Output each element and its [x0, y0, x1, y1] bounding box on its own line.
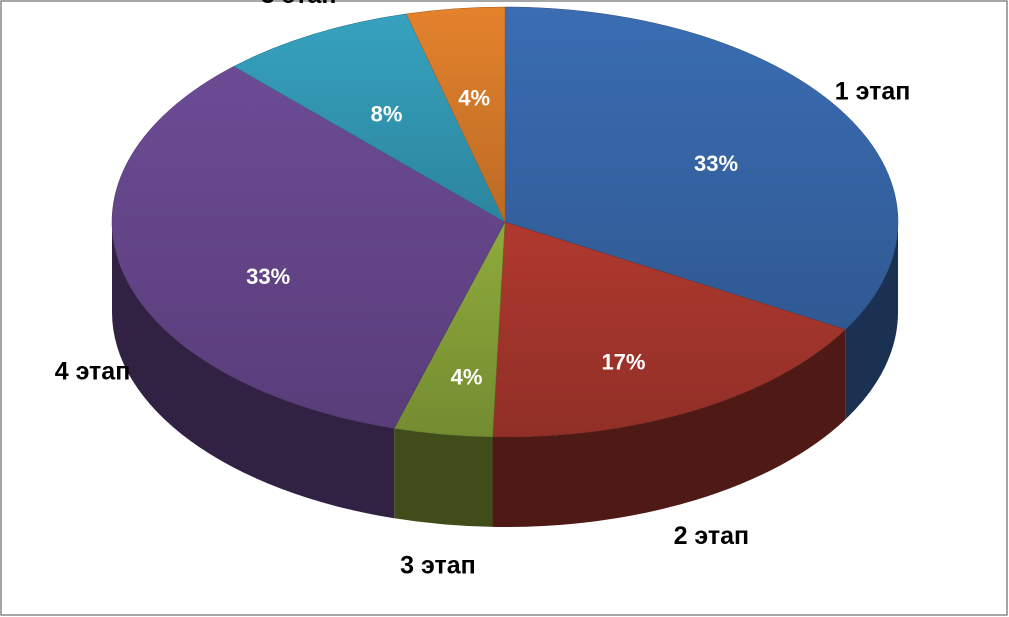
- data-label: 33%: [246, 264, 290, 289]
- data-label: 4%: [458, 86, 490, 111]
- pie-sides: [112, 222, 898, 527]
- data-label: 17%: [601, 349, 645, 374]
- category-label: 5 этап: [261, 0, 337, 9]
- slice: [504, 6, 899, 330]
- slice: [233, 13, 506, 223]
- data-label: 8%: [371, 101, 403, 126]
- slice-side: [845, 222, 898, 420]
- category-label: 3 этап: [400, 551, 476, 579]
- category-label: 1 этап: [835, 78, 911, 106]
- slice: [405, 6, 506, 223]
- slice-side: [112, 222, 395, 519]
- category-label: 4 этап: [55, 357, 131, 385]
- data-label: 4%: [451, 364, 483, 389]
- data-label: 33%: [694, 151, 738, 176]
- slice: [111, 66, 506, 429]
- pie-tops: [111, 6, 899, 438]
- labels: 33% 1 этап 17% 2 этап 4% 3 этап 33% 4 этап 8% 5 э…: [55, 0, 911, 579]
- slice: [492, 221, 846, 438]
- category-label: 2 этап: [674, 522, 750, 550]
- slice-side: [394, 428, 493, 527]
- slice-side: [492, 329, 846, 527]
